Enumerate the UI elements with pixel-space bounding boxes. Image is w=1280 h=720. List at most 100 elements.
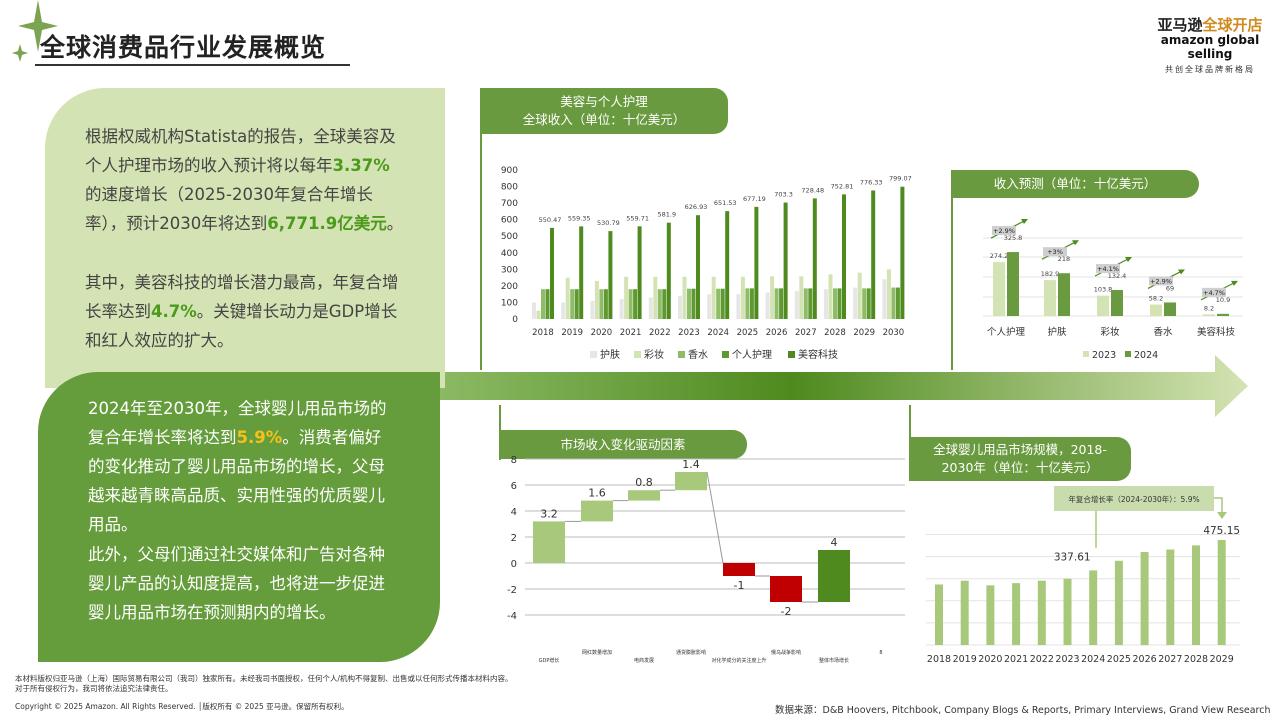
data-label: 550.47	[539, 216, 562, 224]
bar-护肤	[678, 295, 682, 319]
x-tick-label: 美容科技	[1197, 326, 1236, 338]
x-tick-label: 网红数量增加	[582, 649, 612, 656]
data-label: -2	[781, 605, 792, 618]
y-tick-label: 0	[512, 315, 518, 325]
growth-badge	[992, 226, 1016, 236]
timeline-arrow	[420, 355, 1248, 417]
forecast-chart-title: 收入预测（单位：十亿美元）	[951, 170, 1199, 198]
baby-summary-p2: 此外，父母们通过社交媒体和广告对各种婴儿产品的认知度提高，也将进一步促进婴儿用品…	[88, 545, 385, 622]
bar-香水	[657, 289, 662, 319]
x-tick-label: 彩妆	[1100, 326, 1120, 338]
data-label: 4	[831, 536, 838, 549]
y-tick-label: 900	[501, 166, 518, 176]
cagr-annotation: 年复合增长率（2024-2030年）：5.9%	[1068, 494, 1199, 504]
waterfall-bar	[723, 563, 755, 576]
cagr-annotation-box	[1054, 486, 1214, 511]
bar	[1192, 545, 1200, 645]
bar-美容科技	[812, 198, 817, 319]
bar-2023	[993, 262, 1005, 316]
x-tick-label: 2028	[824, 328, 846, 338]
y-tick-label: 700	[501, 199, 518, 209]
data-label: 325.8	[1004, 234, 1023, 242]
beauty-summary-p1: 根据权威机构Statista的报告，全球美容及个人护理市场的收入预计将以每年3.…	[85, 127, 404, 233]
bar-2024	[1111, 290, 1123, 316]
bar-个人护理	[749, 288, 754, 319]
data-label: 3.2	[540, 507, 558, 520]
x-tick-label: 2022	[649, 328, 671, 338]
x-tick-label: 2028	[1184, 654, 1208, 665]
arrowhead-icon	[1178, 269, 1185, 275]
y-tick-label: 800	[501, 183, 518, 193]
copyright: Copyright © 2025 Amazon. All Rights Rese…	[15, 702, 349, 711]
beauty-summary-p2: 其中，美容科技的增长潜力最高，年复合增长率达到4.7%。关键增长动力是GDP增长…	[85, 273, 399, 350]
title-underline	[35, 64, 350, 66]
bar-彩妆	[799, 276, 804, 319]
bar-彩妆	[886, 269, 891, 319]
legend-label: 护肤	[600, 348, 620, 361]
beauty-chart-title: 美容与个人护理 全球收入（单位：十亿美元）	[480, 88, 728, 134]
x-tick-label: 俄乌战争影响	[771, 649, 801, 656]
bar-护肤	[707, 294, 712, 319]
bar	[960, 580, 969, 645]
data-label: 103.8	[1094, 286, 1113, 294]
bar-香水	[599, 289, 604, 319]
beauty-summary-panel: 根据权威机构Statista的报告，全球美容及个人护理市场的收入预计将以每年3.…	[45, 88, 445, 388]
bar-美容科技	[666, 222, 671, 319]
arrowhead-icon	[1125, 257, 1132, 263]
data-label: 530.79	[597, 219, 620, 227]
data-label: 1.4	[682, 458, 700, 471]
waterfall-chart-title: 市场收入变化驱动因素	[499, 430, 747, 459]
data-label: 337.61	[1054, 551, 1091, 563]
data-label: 1.6	[588, 487, 606, 500]
arrow-down-icon	[1217, 512, 1227, 519]
data-label: 703.3	[774, 191, 793, 199]
x-tick-label: 2029	[1210, 654, 1234, 665]
bar-美容科技	[871, 190, 876, 319]
bar-香水	[774, 288, 779, 319]
bar-2024	[1164, 302, 1176, 316]
data-label: 581.9	[657, 211, 676, 219]
y-tick-label: 0	[511, 559, 517, 570]
bar-护肤	[853, 287, 858, 319]
bar-2023	[1150, 304, 1162, 316]
legend-swatch	[722, 351, 729, 358]
bar-美容科技	[550, 227, 554, 319]
bar-美容科技	[637, 226, 642, 319]
data-label: 752.81	[831, 182, 854, 190]
bar-香水	[716, 288, 721, 319]
bar-香水	[628, 289, 633, 319]
x-tick-label: 2024	[707, 328, 729, 338]
arrowhead-icon	[1072, 240, 1079, 246]
bar-美容科技	[608, 231, 613, 319]
bar-香水	[803, 288, 808, 319]
bar-个人护理	[866, 288, 871, 319]
waterfall-bar	[581, 500, 613, 522]
growth-label: +4.7%	[1203, 289, 1225, 297]
bar-个人护理	[545, 289, 550, 319]
data-label: 69	[1166, 284, 1174, 292]
x-tick-label: 通货膨胀影响	[676, 649, 706, 656]
logo-wordmark: amazon global selling	[1160, 33, 1260, 61]
bar-个人护理	[837, 288, 842, 319]
data-label: 10.9	[1216, 296, 1230, 304]
bar-个人护理	[633, 289, 638, 319]
bar-美容科技	[783, 202, 788, 319]
baby-summary-p1: 2024年至2030年，全球婴儿用品市场的复合年增长率将达到5.9%。消费者偏好…	[88, 399, 387, 534]
x-tick-label: 2019	[953, 654, 977, 665]
x-tick-label: GDP增长	[539, 657, 560, 664]
growth-badge	[1202, 287, 1226, 297]
x-tick-label: 对化学成分的关注度上升	[711, 657, 766, 664]
data-label: 776.33	[860, 178, 883, 186]
data-source: 数据来源：D&B Hoovers, Pitchbook, Company Blo…	[775, 705, 1271, 716]
legend-swatch	[1083, 351, 1089, 357]
data-label: 132.4	[1108, 272, 1127, 280]
logo-slogan: 共创全球品牌新格局	[1165, 65, 1255, 74]
x-tick-label: 整体市场增长	[819, 657, 849, 664]
data-label: 182.9	[1041, 270, 1060, 278]
bar-香水	[862, 288, 867, 319]
bar-护肤	[882, 279, 887, 319]
bar	[1089, 570, 1098, 645]
legend-swatch	[1125, 351, 1131, 357]
data-label: 559.35	[568, 214, 591, 222]
